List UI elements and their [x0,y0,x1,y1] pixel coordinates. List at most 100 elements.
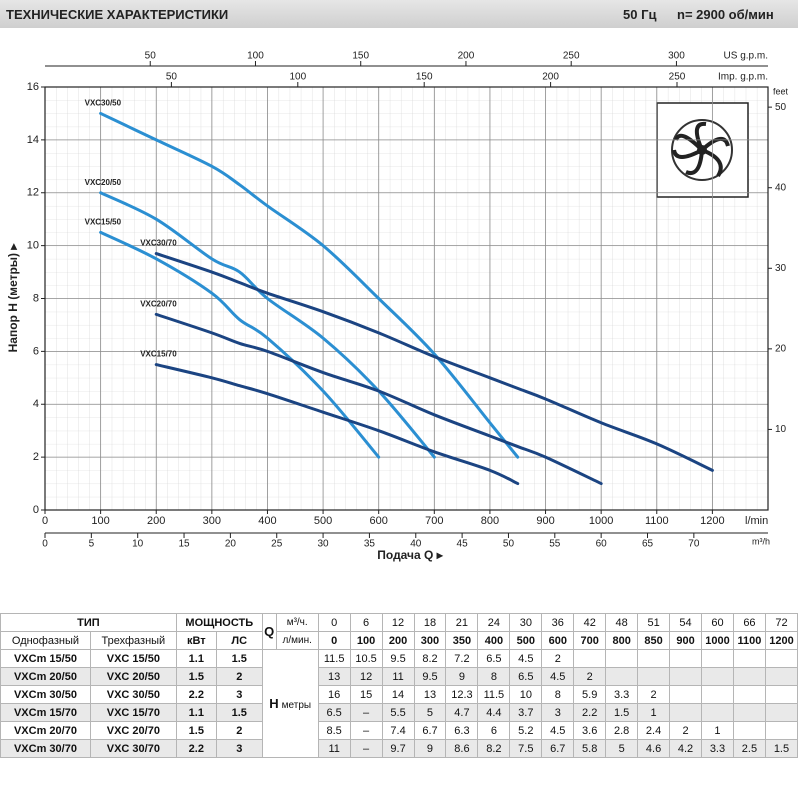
pump-icon [656,102,749,198]
flow-lmin: 1100 [732,631,766,650]
sub-header: Однофазный [0,631,91,650]
empty-cell [637,649,671,668]
chart: Напор H (метры) ▸ Подача Q ▸ 0 100 200 300 4… [6,51,789,563]
empty-cell [700,667,734,686]
curve [154,312,603,486]
bottom2-tick-label: 0 [42,539,48,550]
empty-cell [764,649,798,668]
y-tick-label: 2 [33,451,39,463]
flow-lmin: 850 [637,631,671,650]
top-axis-unit: US g.p.m. [724,51,768,62]
flow-m3h: 30 [509,613,543,632]
table-row: Однофазный Трехфазный кВт ЛС л/мин. 0 100 200 30… [0,631,798,650]
table-row: VXCm 15/70 VXC 15/70 1.1 1.5 6.5–5.5 5 4.7 4.4 3… [0,703,798,722]
flow-m3h: 60 [700,613,734,632]
head-value: 5.8 [573,739,607,758]
empty-cell [605,667,639,686]
empty-cell [669,667,702,686]
top-tick-label: 150 [416,72,433,83]
head-value: 6 [477,721,511,740]
curve-label: VXC15/70 [140,350,177,359]
head-value: 9.5 [381,649,415,668]
top-tick-label: 50 [166,72,178,83]
head-value: 9.7 [381,739,415,758]
head-value: 8.2 [477,739,511,758]
flow-lmin: 200 [381,631,415,650]
head-value: 10 [509,685,543,704]
x-unit: l/min [745,515,768,527]
empty-cell [764,703,798,722]
header-bar: ТЕХНИЧЕСКИЕ ХАРАКТЕРИСТИКИ 50 Гц n= 2900… [0,0,798,28]
head-value: 4.4 [477,703,511,722]
top-tick-label: 250 [669,72,686,83]
type-cell: 1.5 [175,667,217,686]
x-tick-label: 1100 [645,515,669,527]
flow-m3h: 66 [732,613,766,632]
top-tick-label: 100 [289,72,306,83]
q-unit: л/мин. [275,631,319,650]
head-value: 3.7 [509,703,543,722]
head-value: 4.2 [669,739,702,758]
y-tick-label: 16 [27,81,39,93]
bottom2-tick-label: 65 [642,539,654,550]
x-tick-label: 1200 [700,515,724,527]
top-tick-label: 250 [563,51,580,62]
head-value: 2.8 [605,721,639,740]
right-axis-unit: feet [773,86,789,96]
head-value: 2 [573,667,607,686]
curve-label: VXC30/70 [140,239,177,248]
type-cell: VXCm 30/70 [0,739,91,758]
head-value: 15 [349,685,383,704]
type-cell: VXC 15/70 [89,703,177,722]
type-cell: 2 [215,667,263,686]
type-cell: VXC 20/50 [89,667,177,686]
curve-label: VXC30/50 [85,99,122,108]
y-axis-label: Напор H (метры) ▸ [6,243,20,353]
head-value: 1.5 [764,739,798,758]
type-cell: 1.5 [175,721,217,740]
q-symbol: Q [261,613,277,650]
head-value: 8.5 [317,721,351,740]
head-value: 5.2 [509,721,543,740]
flow-lmin: 400 [477,631,511,650]
head-value: 10.5 [349,649,383,668]
top-tick-label: 200 [542,72,559,83]
y-tick-label: 6 [33,345,39,357]
sub-header: ЛС [215,631,263,650]
head-value: 13 [317,667,351,686]
top-tick-label: 200 [458,51,475,62]
flow-m3h: 54 [669,613,702,632]
head-value: 2.5 [732,739,766,758]
x-tick-label: 1000 [589,515,613,527]
top-tick-label: 300 [668,51,685,62]
head-value: 4.7 [445,703,479,722]
head-value: 7.5 [509,739,543,758]
table-row: VXCm 30/70 VXC 30/70 2.2 3 11–9.7 9 8.6 8.2 7.5 6… [0,739,798,758]
head-value: 3 [541,703,575,722]
head-value: 5 [413,703,447,722]
head-value: 5 [605,739,639,758]
right-tick-label: 40 [775,182,787,193]
empty-cell [764,721,798,740]
flow-m3h: 12 [381,613,415,632]
empty-cell [637,667,671,686]
right-tick-label: 30 [775,263,787,274]
head-value: 4.5 [509,649,543,668]
x-tick-label: 800 [481,515,499,527]
head-value: 2.2 [573,703,607,722]
x-tick-label: 300 [203,515,221,527]
head-value: 6.7 [541,739,575,758]
table-row: VXCm 30/50 VXC 30/50 2.2 3 16 15 14 13 12.3 11.5 1… [0,685,798,704]
flow-m3h: 72 [764,613,798,632]
table-row: VXCm 20/70 VXC 20/70 1.5 2 8.5–7.4 6.7 6.3 6 5.2… [0,721,798,740]
head-value: 1 [637,703,671,722]
empty-cell [732,667,766,686]
curve-label: VXC15/50 [85,218,122,227]
y-tick-label: 12 [27,187,39,199]
head-value: 16 [317,685,351,704]
x-tick-label: 700 [425,515,443,527]
head-value: 4.6 [637,739,671,758]
head-value: 2 [541,649,575,668]
empty-cell [669,685,702,704]
